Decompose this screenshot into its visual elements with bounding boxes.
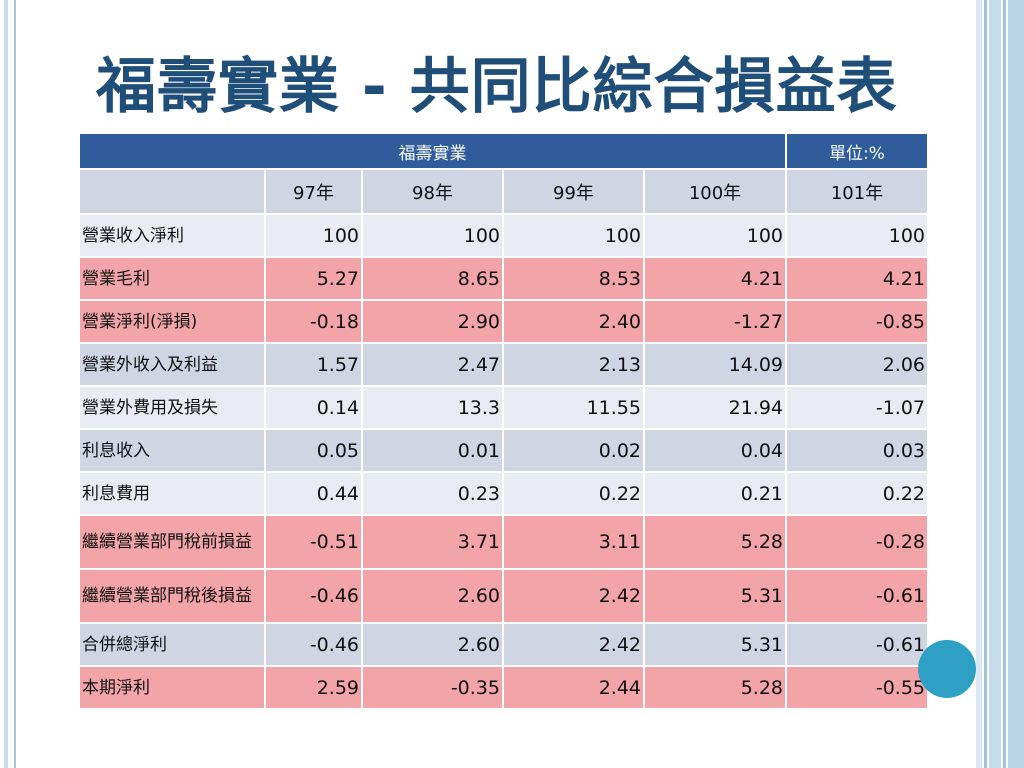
- value-cell: 0.22: [785, 471, 930, 516]
- value-cell: 2.90: [361, 299, 504, 344]
- table-row: 合併總淨利 -0.46 2.60 2.42 5.31 -0.61: [78, 622, 930, 667]
- value-cell: 0.14: [264, 385, 363, 430]
- row-label: 合併總淨利: [78, 622, 266, 667]
- value-cell: 5.28: [642, 665, 788, 710]
- column-header: 100年: [642, 168, 788, 215]
- value-cell: -0.85: [785, 299, 930, 344]
- row-label: 營業外費用及損失: [78, 385, 266, 430]
- value-cell: 2.13: [502, 342, 645, 387]
- value-cell: -0.61: [785, 568, 930, 624]
- value-cell: 0.22: [502, 471, 645, 516]
- value-cell: 2.40: [502, 299, 645, 344]
- right-stripe-decoration: [976, 0, 1024, 768]
- table-row: 繼續營業部門稅前損益 -0.51 3.71 3.11 5.28 -0.28: [78, 514, 930, 570]
- value-cell: -0.61: [785, 622, 930, 667]
- value-cell: 3.11: [502, 514, 645, 570]
- value-cell: 3.71: [361, 514, 504, 570]
- value-cell: 5.31: [642, 568, 788, 624]
- value-cell: -0.46: [264, 568, 363, 624]
- value-cell: 0.44: [264, 471, 363, 516]
- value-cell: 100: [502, 213, 645, 258]
- value-cell: 4.21: [642, 256, 788, 301]
- value-cell: 100: [642, 213, 788, 258]
- value-cell: 2.47: [361, 342, 504, 387]
- value-cell: -1.07: [785, 385, 930, 430]
- value-cell: 0.05: [264, 428, 363, 473]
- value-cell: -0.55: [785, 665, 930, 710]
- value-cell: 2.59: [264, 665, 363, 710]
- value-cell: 8.65: [361, 256, 504, 301]
- value-cell: 2.60: [361, 622, 504, 667]
- row-label: 利息收入: [78, 428, 266, 473]
- value-cell: 11.55: [502, 385, 645, 430]
- column-header: 101年: [785, 168, 930, 215]
- row-label: 營業毛利: [78, 256, 266, 301]
- table-row: 利息收入 0.05 0.01 0.02 0.04 0.03: [78, 428, 930, 473]
- row-label: 繼續營業部門稅後損益: [78, 568, 266, 624]
- row-label: 繼續營業部門稅前損益: [78, 514, 266, 570]
- value-cell: 4.21: [785, 256, 930, 301]
- value-cell: 2.06: [785, 342, 930, 387]
- value-cell: 100: [785, 213, 930, 258]
- table-row: 營業收入淨利 100 100 100 100 100: [78, 213, 930, 258]
- slide-title: 福壽實業 - 共同比綜合損益表: [96, 52, 898, 122]
- value-cell: 5.27: [264, 256, 363, 301]
- value-cell: 0.02: [502, 428, 645, 473]
- left-border-decoration: [0, 0, 16, 768]
- value-cell: 8.53: [502, 256, 645, 301]
- value-cell: -0.18: [264, 299, 363, 344]
- value-cell: 5.31: [642, 622, 788, 667]
- row-label: 營業收入淨利: [78, 213, 266, 258]
- value-cell: -0.28: [785, 514, 930, 570]
- value-cell: 5.28: [642, 514, 788, 570]
- column-header: 97年: [264, 168, 363, 215]
- row-label: 營業淨利(淨損): [78, 299, 266, 344]
- value-cell: -0.46: [264, 622, 363, 667]
- value-cell: -0.51: [264, 514, 363, 570]
- row-label: 利息費用: [78, 471, 266, 516]
- value-cell: 13.3: [361, 385, 504, 430]
- value-cell: 100: [361, 213, 504, 258]
- table-title-row: 福壽實業 單位:%: [77, 132, 930, 170]
- table-row: 營業淨利(淨損) -0.18 2.90 2.40 -1.27 -0.85: [78, 299, 930, 344]
- value-cell: -0.35: [361, 665, 504, 710]
- column-header: 99年: [502, 168, 645, 215]
- value-cell: 2.60: [361, 568, 504, 624]
- value-cell: 1.57: [264, 342, 363, 387]
- table-row: 繼續營業部門稅後損益 -0.46 2.60 2.42 5.31 -0.61: [78, 568, 930, 624]
- column-header: 98年: [361, 168, 504, 215]
- value-cell: 0.23: [361, 471, 504, 516]
- value-cell: 100: [264, 213, 363, 258]
- table-row: 營業外收入及利益 1.57 2.47 2.13 14.09 2.06: [78, 342, 930, 387]
- value-cell: 0.04: [642, 428, 788, 473]
- value-cell: 0.01: [361, 428, 504, 473]
- value-cell: 2.42: [502, 622, 645, 667]
- value-cell: 0.03: [785, 428, 930, 473]
- accent-circle: [918, 640, 976, 698]
- value-cell: 14.09: [642, 342, 788, 387]
- row-label: 本期淨利: [78, 665, 266, 710]
- column-header: [78, 168, 266, 215]
- value-cell: 21.94: [642, 385, 788, 430]
- column-header-row: 97年 98年 99年 100年 101年: [78, 168, 930, 215]
- income-statement-table: 福壽實業 單位:% 97年 98年 99年 100年 101年 營業收入淨利 10…: [77, 132, 930, 710]
- row-label: 營業外收入及利益: [78, 342, 266, 387]
- value-cell: 2.44: [502, 665, 645, 710]
- value-cell: -1.27: [642, 299, 788, 344]
- value-cell: 2.42: [502, 568, 645, 624]
- unit-header: 單位:%: [785, 132, 930, 170]
- company-header: 福壽實業: [77, 132, 788, 170]
- table-row: 營業毛利 5.27 8.65 8.53 4.21 4.21: [78, 256, 930, 301]
- table-row: 利息費用 0.44 0.23 0.22 0.21 0.22: [78, 471, 930, 516]
- table-row: 本期淨利 2.59 -0.35 2.44 5.28 -0.55: [78, 665, 930, 710]
- value-cell: 0.21: [642, 471, 788, 516]
- table-row: 營業外費用及損失 0.14 13.3 11.55 21.94 -1.07: [78, 385, 930, 430]
